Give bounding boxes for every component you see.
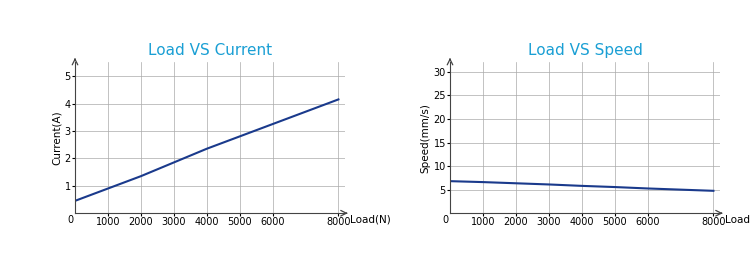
Title: Load VS Current: Load VS Current — [148, 43, 272, 58]
Text: 0: 0 — [442, 215, 448, 225]
Text: 0: 0 — [68, 215, 74, 225]
Text: Load(N): Load(N) — [350, 215, 392, 225]
Text: Load(N): Load(N) — [725, 215, 750, 225]
Y-axis label: Current(A): Current(A) — [52, 110, 62, 165]
Y-axis label: Speed(mm/s): Speed(mm/s) — [421, 103, 430, 173]
Title: Load VS Speed: Load VS Speed — [527, 43, 643, 58]
